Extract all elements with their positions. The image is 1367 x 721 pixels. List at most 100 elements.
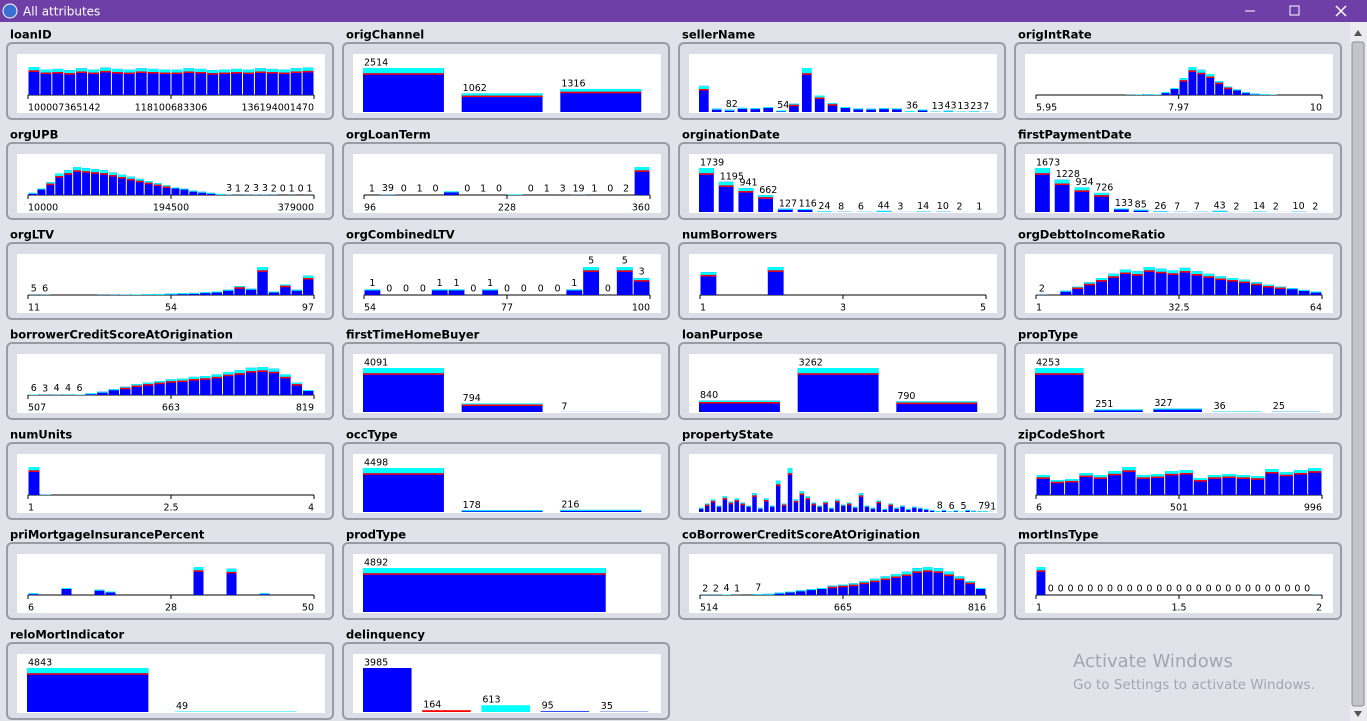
bar xyxy=(257,367,268,395)
class-segment xyxy=(1072,287,1084,290)
bar xyxy=(1093,475,1107,495)
bar xyxy=(268,291,280,295)
value-label: 127 xyxy=(779,198,797,209)
bar xyxy=(245,288,257,295)
value-label: 0 xyxy=(496,184,502,195)
bar xyxy=(257,267,268,295)
class-segment xyxy=(1224,86,1233,88)
scroll-down[interactable] xyxy=(1354,711,1362,717)
class-segment xyxy=(363,473,444,475)
class-segment xyxy=(959,511,964,512)
bar xyxy=(1215,276,1227,295)
value-label: 1 xyxy=(571,278,577,289)
value-label: 5 xyxy=(588,256,594,267)
bar xyxy=(1094,192,1109,212)
bar xyxy=(1096,278,1107,295)
class-segment xyxy=(154,381,165,383)
bar xyxy=(734,498,739,512)
value-label: 327 xyxy=(1154,398,1172,409)
panel-title: orgDebttoIncomeRatio xyxy=(1018,228,1165,242)
bar xyxy=(900,505,905,512)
class-segment xyxy=(764,498,769,501)
class-segment xyxy=(28,70,40,72)
class-segment xyxy=(1227,278,1239,281)
class-segment xyxy=(801,68,812,74)
bar xyxy=(864,505,870,512)
bar xyxy=(894,507,899,512)
class-segment xyxy=(303,278,314,280)
class-segment xyxy=(1035,168,1050,174)
class-segment xyxy=(1298,289,1310,291)
restore-button[interactable] xyxy=(1289,5,1300,16)
bar xyxy=(789,103,799,112)
class-segment xyxy=(1191,271,1203,275)
x-tick-label: 816 xyxy=(968,603,986,614)
class-segment xyxy=(1143,267,1155,271)
bar xyxy=(965,509,970,512)
class-segment xyxy=(722,498,728,500)
class-segment xyxy=(144,181,153,183)
bar xyxy=(94,589,105,595)
class-segment xyxy=(64,170,73,174)
plot-area xyxy=(17,254,325,313)
class-segment xyxy=(1036,477,1050,479)
class-segment xyxy=(876,501,882,504)
bar xyxy=(848,583,859,595)
scroll-thumb[interactable] xyxy=(1351,41,1365,707)
class-segment xyxy=(1122,470,1136,472)
value-label: 1 xyxy=(307,183,313,194)
bar xyxy=(758,195,773,212)
class-segment xyxy=(912,568,922,572)
value-label: 0 xyxy=(1087,584,1093,595)
close-button[interactable] xyxy=(1335,5,1347,17)
class-segment xyxy=(1122,467,1136,471)
bar xyxy=(560,509,642,512)
value-label: 0 xyxy=(1265,584,1271,595)
value-label: 0 xyxy=(401,184,407,195)
value-label: 0 xyxy=(1304,584,1310,595)
class-segment xyxy=(1036,475,1050,478)
bar xyxy=(153,183,162,195)
class-segment xyxy=(1143,270,1155,272)
class-segment xyxy=(1074,190,1090,192)
class-segment xyxy=(1206,76,1215,79)
class-segment xyxy=(781,504,787,507)
class-segment xyxy=(775,484,781,486)
x-tick-label: 996 xyxy=(1304,503,1322,514)
class-segment xyxy=(758,195,773,198)
bar xyxy=(560,88,642,112)
class-segment xyxy=(880,576,891,579)
class-segment xyxy=(1197,72,1206,75)
bar xyxy=(1236,475,1250,495)
class-segment xyxy=(806,589,817,591)
panel-title: origIntRate xyxy=(1018,28,1092,42)
class-segment xyxy=(1165,471,1179,474)
class-segment xyxy=(983,511,988,512)
plot-area xyxy=(1025,554,1333,613)
bar xyxy=(195,68,207,95)
bar xyxy=(699,507,704,512)
bar xyxy=(829,507,834,512)
bar xyxy=(1222,474,1236,495)
bar xyxy=(793,499,799,512)
class-segment xyxy=(243,69,254,73)
class-segment xyxy=(1152,94,1161,95)
class-segment xyxy=(566,289,583,291)
class-segment xyxy=(1262,284,1274,287)
bar xyxy=(929,509,935,512)
value-label: 2 xyxy=(702,583,708,594)
class-segment xyxy=(171,72,183,75)
value-label: 1062 xyxy=(463,83,487,94)
panel-title: orgLoanTerm xyxy=(346,128,431,142)
value-label: 4 xyxy=(54,383,60,394)
value-label: 0 xyxy=(280,184,286,195)
class-segment xyxy=(180,188,189,190)
class-segment xyxy=(165,379,177,382)
bar xyxy=(699,85,709,112)
scroll-up[interactable] xyxy=(1354,30,1362,36)
class-segment xyxy=(710,500,716,503)
bar xyxy=(880,576,891,595)
class-segment xyxy=(718,181,734,186)
value-label: 0 xyxy=(1176,584,1182,595)
class-segment xyxy=(737,107,748,109)
